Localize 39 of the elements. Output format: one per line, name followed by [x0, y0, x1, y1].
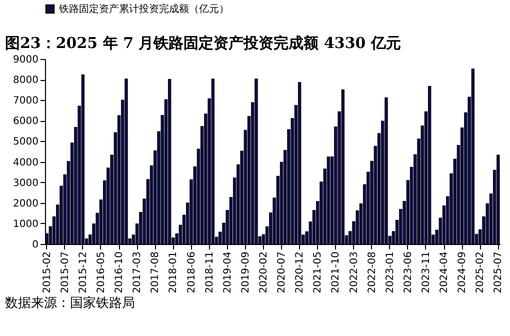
- chart-title: 图23：2025 年 7 月铁路固定资产投资完成额 4330 亿元: [5, 34, 401, 52]
- x-tick-label: 2020-02: [258, 252, 270, 294]
- x-tick-label: 2019-04: [222, 252, 234, 294]
- x-tick-label: 2015-07: [60, 252, 71, 294]
- x-tick-label: 2024-09: [457, 252, 468, 294]
- source-note: 数据来源：国家铁路局: [5, 295, 135, 311]
- x-tick-label: 2018-01: [168, 252, 180, 294]
- x-tick-label: 2017-08: [150, 252, 162, 294]
- x-tick-label: 2018-06: [186, 252, 198, 294]
- x-tick-label: 2016-05: [96, 252, 107, 294]
- x-tick-label: 2015-12: [78, 252, 89, 294]
- x-tick-label: 2024-04: [439, 252, 450, 294]
- x-tick-label: 2025-02: [475, 252, 486, 294]
- y-tick-label: 7000: [13, 96, 38, 107]
- x-tick-label: 2020-12: [294, 252, 306, 294]
- legend-label: 铁路固定资产累计投资完成额（亿元）: [58, 3, 229, 15]
- y-tick-label: 1000: [13, 218, 38, 230]
- x-tick-label: 2022-08: [366, 252, 378, 294]
- x-tick-label: 2023-06: [402, 252, 414, 294]
- x-tick-label: 2019-09: [240, 252, 252, 294]
- x-tick-label: 2020-07: [276, 252, 288, 294]
- y-tick-label: 6000: [13, 116, 38, 128]
- x-tick-label: 2025-07: [493, 252, 504, 294]
- y-tick-label: 4000: [13, 157, 38, 168]
- x-tick-label: 2022-03: [348, 252, 360, 294]
- y-tick-label: 0: [32, 240, 38, 250]
- x-tick-label: 2015-02: [42, 252, 53, 294]
- x-tick-label: 2021-05: [312, 252, 324, 294]
- y-tick-label: 2000: [13, 198, 38, 210]
- x-tick-label: 2023-01: [384, 252, 396, 294]
- y-tick-label: 5000: [13, 136, 38, 148]
- y-tick-label: 8000: [13, 75, 38, 86]
- x-tick-label: 2017-03: [132, 252, 144, 294]
- x-tick-label: 2021-10: [330, 252, 342, 294]
- x-tick-label: 2018-11: [204, 252, 216, 294]
- x-tick-label: 2016-10: [114, 252, 126, 294]
- x-tick-label: 2023-11: [420, 252, 432, 294]
- y-tick-label: 3000: [13, 178, 38, 189]
- y-tick-label: 9000: [13, 54, 38, 66]
